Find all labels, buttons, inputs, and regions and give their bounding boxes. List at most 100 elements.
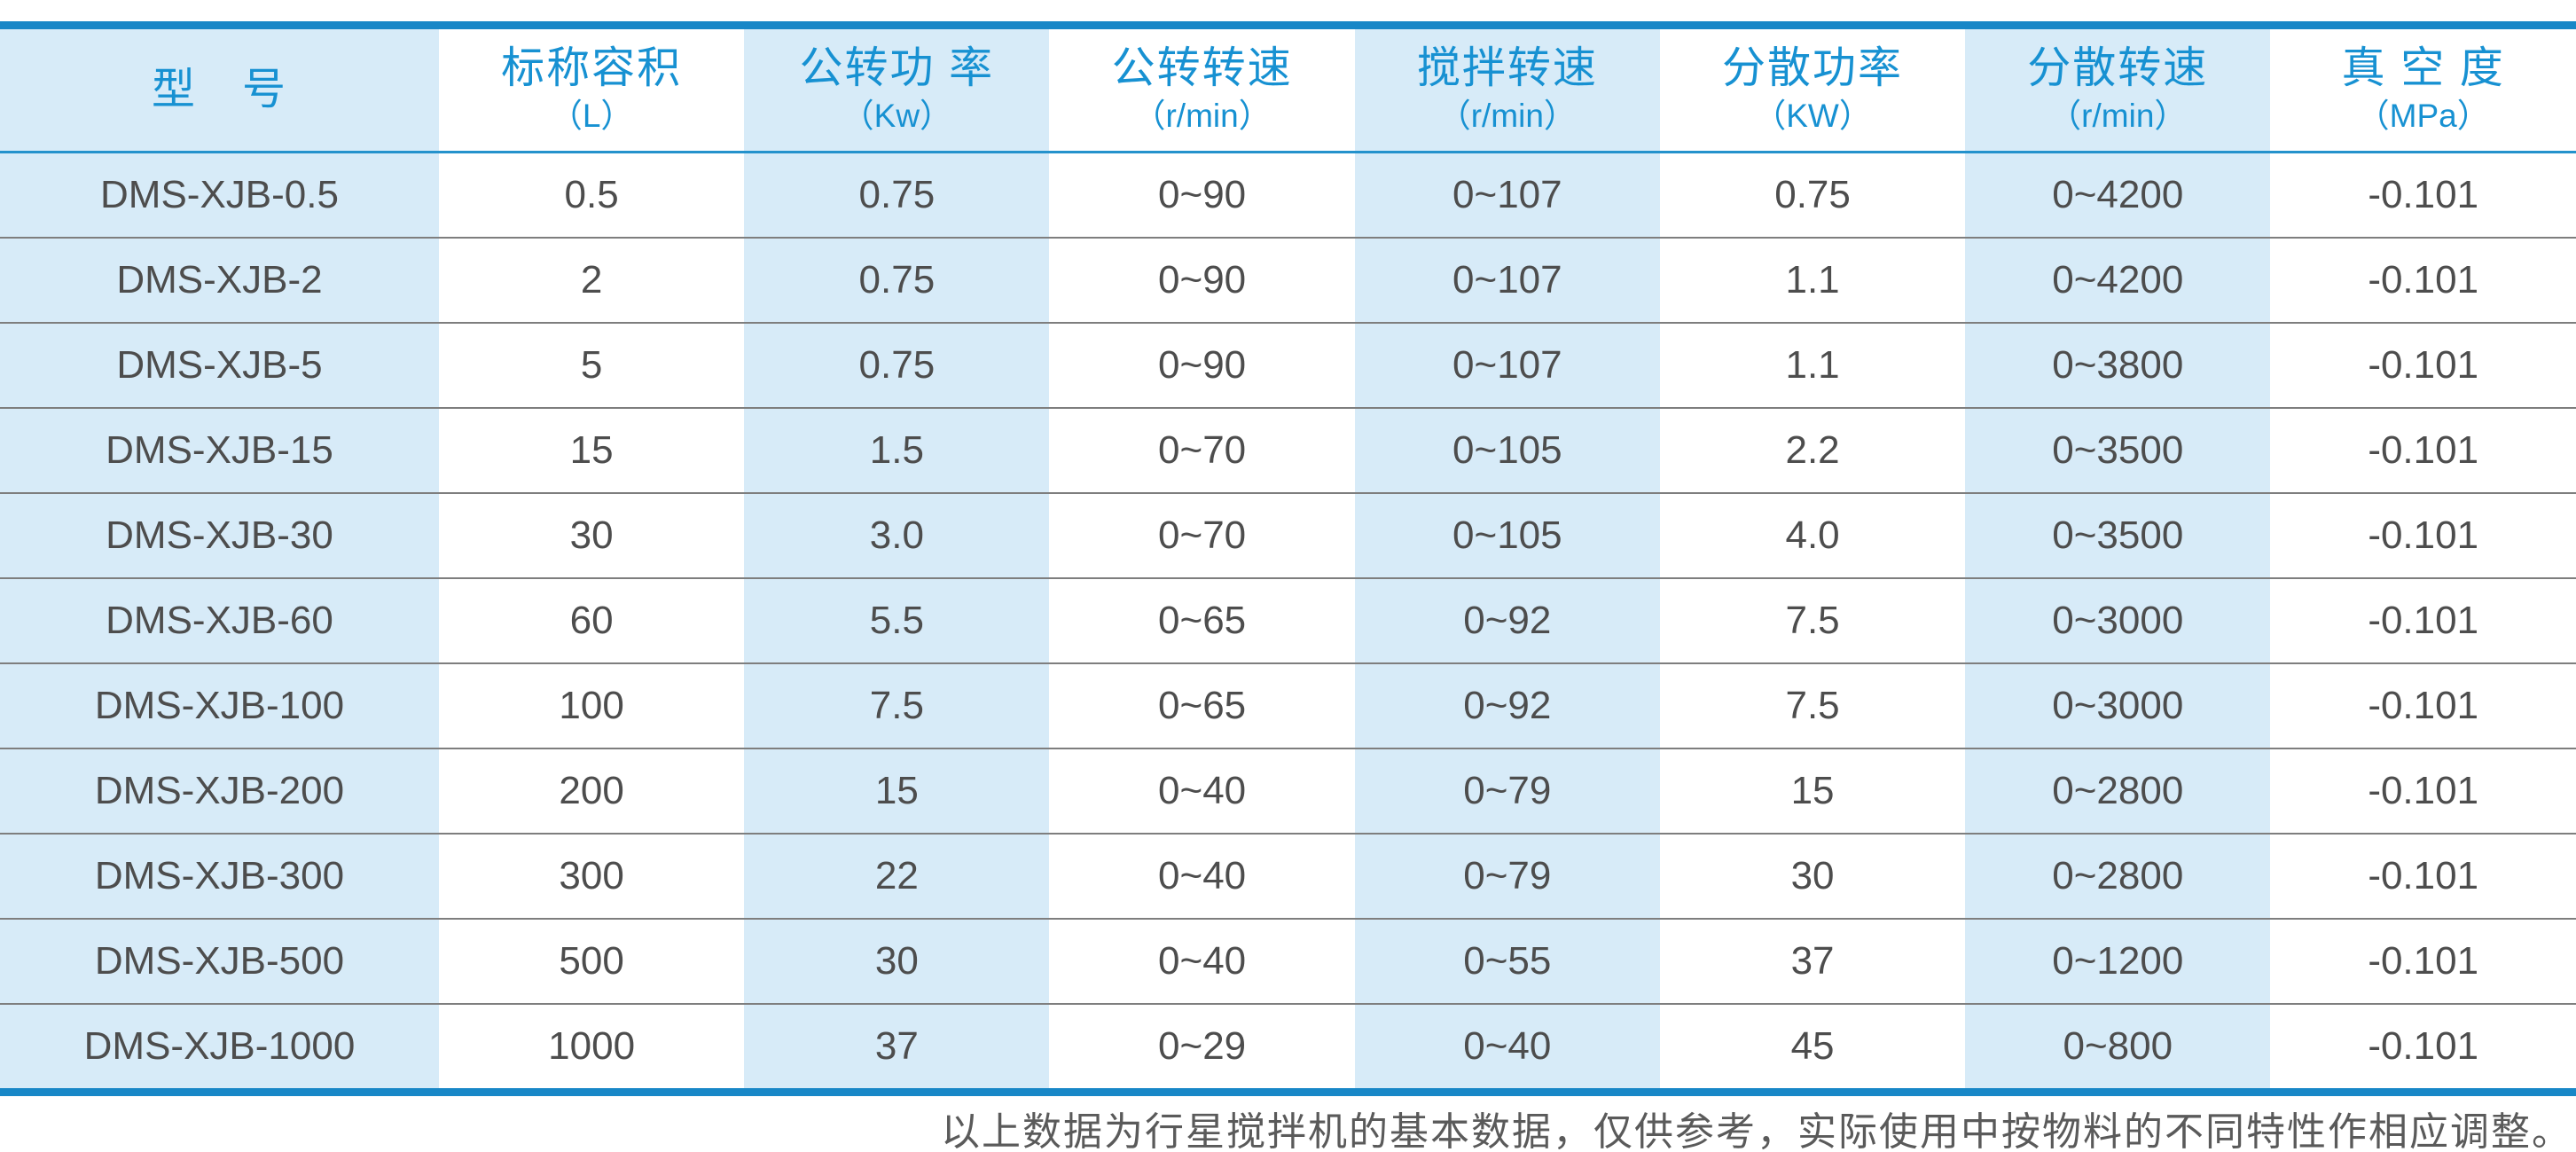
table-row: DMS-XJB-200 200 15 0~40 0~79 15 0~2800 -…: [0, 748, 2576, 834]
table-row: DMS-XJB-30 30 3.0 0~70 0~105 4.0 0~3500 …: [0, 492, 2576, 578]
model-cell: DMS-XJB-100: [0, 662, 439, 748]
value-cell: 0.75: [744, 152, 1050, 238]
value-cell: -0.101: [2270, 918, 2576, 1004]
value-cell: 5: [439, 322, 745, 408]
value-cell: 0~1200: [1965, 918, 2271, 1004]
value-cell: 0~79: [1354, 833, 1660, 919]
value-cell: 500: [439, 918, 745, 1004]
value-cell: 0~40: [1049, 918, 1355, 1004]
value-cell: 30: [1659, 833, 1966, 919]
table-body: DMS-XJB-0.5 0.5 0.75 0~90 0~107 0.75 0~4…: [0, 152, 2576, 1088]
value-cell: 0.75: [1659, 152, 1966, 238]
value-cell: 0~3000: [1965, 577, 2271, 663]
value-cell: -0.101: [2270, 1003, 2576, 1088]
value-cell: 0~65: [1049, 577, 1355, 663]
value-cell: 2: [439, 237, 745, 323]
value-cell: 300: [439, 833, 745, 919]
model-cell: DMS-XJB-30: [0, 492, 439, 578]
value-cell: 0~4200: [1965, 237, 2271, 323]
value-cell: 0~40: [1049, 833, 1355, 919]
col-header-label: 分散转速: [2027, 44, 2209, 93]
value-cell: 0~92: [1354, 577, 1660, 663]
value-cell: -0.101: [2270, 577, 2576, 663]
value-cell: 0~2800: [1965, 748, 2271, 834]
value-cell: 0~3500: [1965, 407, 2271, 493]
model-cell: DMS-XJB-1000: [0, 1003, 439, 1088]
table-row: DMS-XJB-1000 1000 37 0~29 0~40 45 0~800 …: [0, 1003, 2576, 1088]
value-cell: 0~105: [1354, 407, 1660, 493]
table-row: DMS-XJB-15 15 1.5 0~70 0~105 2.2 0~3500 …: [0, 407, 2576, 493]
value-cell: 0.75: [744, 322, 1050, 408]
col-header-label: 分散功率: [1722, 44, 1904, 93]
value-cell: 0~40: [1354, 1003, 1660, 1088]
value-cell: 5.5: [744, 577, 1050, 663]
value-cell: -0.101: [2270, 662, 2576, 748]
value-cell: 0~3800: [1965, 322, 2271, 408]
value-cell: 30: [439, 492, 745, 578]
value-cell: 0.5: [439, 152, 745, 238]
value-cell: -0.101: [2270, 237, 2576, 323]
table-row: DMS-XJB-5 5 0.75 0~90 0~107 1.1 0~3800 -…: [0, 322, 2576, 408]
spec-table-section: 型 号 标称容积 （L） 公转功 率 （Kw） 公转转速 （r/min）: [0, 21, 2576, 1096]
value-cell: 0~800: [1965, 1003, 2271, 1088]
header-row: 型 号 标称容积 （L） 公转功 率 （Kw） 公转转速 （r/min）: [0, 29, 2576, 153]
col-header-unit: （L）: [549, 98, 634, 135]
value-cell: 0~107: [1354, 237, 1660, 323]
value-cell: 37: [744, 1003, 1050, 1088]
col-header-unit: （MPa）: [2356, 98, 2490, 135]
col-header-unit: （Kw）: [841, 98, 953, 135]
value-cell: 15: [744, 748, 1050, 834]
value-cell: 7.5: [1659, 662, 1966, 748]
col-header-model: 型 号: [0, 29, 439, 153]
value-cell: 2.2: [1659, 407, 1966, 493]
model-cell: DMS-XJB-300: [0, 833, 439, 919]
col-header-vacuum: 真 空 度 （MPa）: [2270, 29, 2576, 153]
value-cell: 0~3000: [1965, 662, 2271, 748]
value-cell: -0.101: [2270, 492, 2576, 578]
col-header-label: 标称容积: [501, 44, 683, 93]
value-cell: 0~90: [1049, 237, 1355, 323]
value-cell: 3.0: [744, 492, 1050, 578]
value-cell: -0.101: [2270, 833, 2576, 919]
value-cell: 0~79: [1354, 748, 1660, 834]
value-cell: 100: [439, 662, 745, 748]
value-cell: 200: [439, 748, 745, 834]
value-cell: -0.101: [2270, 322, 2576, 408]
value-cell: -0.101: [2270, 152, 2576, 238]
col-header-label: 公转功 率: [799, 44, 995, 93]
value-cell: 0~65: [1049, 662, 1355, 748]
model-cell: DMS-XJB-500: [0, 918, 439, 1004]
value-cell: 7.5: [744, 662, 1050, 748]
value-cell: 0~70: [1049, 492, 1355, 578]
value-cell: 0~2800: [1965, 833, 2271, 919]
col-header-dispersion-speed: 分散转速 （r/min）: [1965, 29, 2271, 153]
value-cell: 0~90: [1049, 322, 1355, 408]
value-cell: 37: [1659, 918, 1966, 1004]
value-cell: 1.1: [1659, 237, 1966, 323]
footer-note: 以上数据为行星搅拌机的基本数据，仅供参考，实际使用中按物料的不同特性作相应调整。: [941, 1109, 2572, 1152]
table-header: 型 号 标称容积 （L） 公转功 率 （Kw） 公转转速 （r/min）: [0, 29, 2576, 153]
col-header-revolution-speed: 公转转速 （r/min）: [1049, 29, 1355, 153]
value-cell: 0~90: [1049, 152, 1355, 238]
value-cell: 0~3500: [1965, 492, 2271, 578]
col-header-stirring-speed: 搅拌转速 （r/min）: [1354, 29, 1660, 153]
col-header-label: 搅拌转速: [1416, 44, 1598, 93]
value-cell: 0~40: [1049, 748, 1355, 834]
table-row: DMS-XJB-300 300 22 0~40 0~79 30 0~2800 -…: [0, 833, 2576, 919]
value-cell: 1.5: [744, 407, 1050, 493]
model-cell: DMS-XJB-0.5: [0, 152, 439, 238]
col-header-label: 真 空 度: [2341, 44, 2505, 93]
model-cell: DMS-XJB-60: [0, 577, 439, 663]
value-cell: 0~107: [1354, 322, 1660, 408]
col-header-unit: （r/min）: [1132, 98, 1272, 135]
value-cell: 0~4200: [1965, 152, 2271, 238]
model-cell: DMS-XJB-5: [0, 322, 439, 408]
table-row: DMS-XJB-100 100 7.5 0~65 0~92 7.5 0~3000…: [0, 662, 2576, 748]
col-header-dispersion-power: 分散功率 （KW）: [1659, 29, 1966, 153]
value-cell: 0~105: [1354, 492, 1660, 578]
model-cell: DMS-XJB-2: [0, 237, 439, 323]
value-cell: 4.0: [1659, 492, 1966, 578]
value-cell: 0~55: [1354, 918, 1660, 1004]
value-cell: 22: [744, 833, 1050, 919]
value-cell: 15: [1659, 748, 1966, 834]
